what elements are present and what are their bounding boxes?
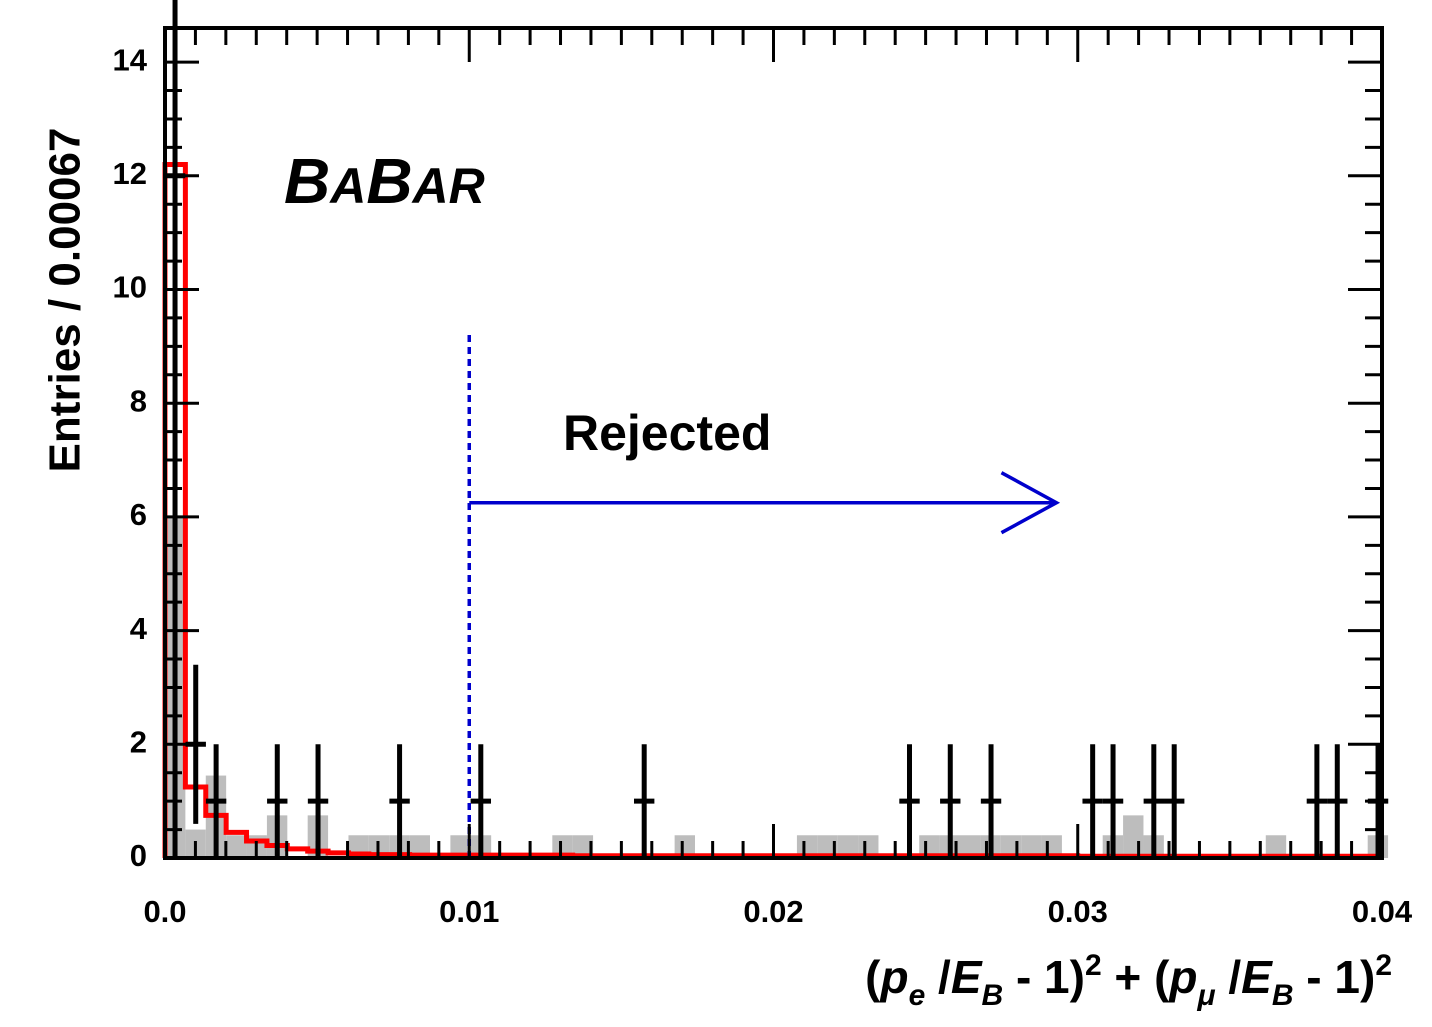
x-tick-label: 0.0 xyxy=(143,894,186,929)
y-axis-label: Entries / 0.00067 xyxy=(41,128,90,473)
background-bar xyxy=(572,835,594,858)
y-tick-label: 6 xyxy=(130,497,147,532)
y-tick-label: 0 xyxy=(130,838,147,873)
x-tick-label: 0.04 xyxy=(1352,894,1413,929)
background-bar xyxy=(226,835,247,858)
data-point xyxy=(307,744,329,858)
frame-rect xyxy=(163,26,1384,860)
y-tick-label: 2 xyxy=(130,724,147,759)
background-bar xyxy=(960,835,981,858)
axis-ticks xyxy=(163,28,1384,860)
x-tick-label: 0.01 xyxy=(439,894,499,929)
fit-line xyxy=(162,161,1382,859)
y-tick-label: 12 xyxy=(113,156,147,191)
data-point xyxy=(1102,744,1124,858)
x-tick-label: 0.03 xyxy=(1048,894,1108,929)
cut-marker xyxy=(467,334,1061,858)
background-bar xyxy=(1021,835,1042,858)
background-bar xyxy=(1265,835,1287,858)
data-point xyxy=(1164,744,1185,858)
y-tick-label: 8 xyxy=(130,383,147,418)
rejected-label: Rejected xyxy=(563,405,771,461)
data-point xyxy=(1327,744,1348,858)
data-point xyxy=(267,744,288,858)
background-bar xyxy=(552,835,573,858)
background-bar xyxy=(450,835,471,858)
data-point xyxy=(1306,744,1328,858)
background-histogram xyxy=(165,516,1389,858)
y-tick-label: 14 xyxy=(113,42,148,77)
background-bar xyxy=(674,835,696,858)
background-bar xyxy=(858,835,879,858)
background-bar xyxy=(409,835,431,858)
tick-labels: 0 2 4 6 8 10 12 14 0.0 0.01 0.02 0.03 0.04 xyxy=(113,42,1413,929)
background-bar xyxy=(1123,815,1144,858)
x-tick-label: 0.02 xyxy=(743,894,803,929)
arrow-head xyxy=(1000,471,1061,535)
data-point xyxy=(389,744,410,858)
data-point xyxy=(1082,744,1103,858)
background-bar xyxy=(837,835,859,858)
data-point xyxy=(1143,744,1165,858)
fit-curve xyxy=(162,161,1382,859)
data-point xyxy=(899,744,920,858)
background-bar xyxy=(796,835,818,858)
data-point xyxy=(980,744,1002,858)
data-point xyxy=(470,744,492,858)
data-points xyxy=(164,0,1389,858)
data-point xyxy=(205,744,227,858)
data-point xyxy=(634,744,655,858)
background-bar xyxy=(817,835,838,858)
y-tick-label: 4 xyxy=(130,611,148,646)
x-axis-label: (pe /EB - 1)2 + (pμ /EB - 1)2 xyxy=(865,949,1392,1012)
plot-frame xyxy=(163,26,1384,860)
data-point xyxy=(940,744,961,858)
experiment-logo: BABAR xyxy=(284,145,485,217)
y-tick-label: 10 xyxy=(113,270,147,305)
